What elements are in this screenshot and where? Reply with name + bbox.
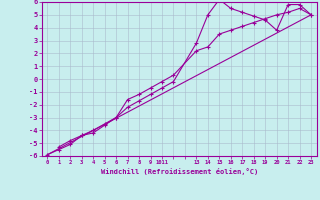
X-axis label: Windchill (Refroidissement éolien,°C): Windchill (Refroidissement éolien,°C) [100,168,258,175]
